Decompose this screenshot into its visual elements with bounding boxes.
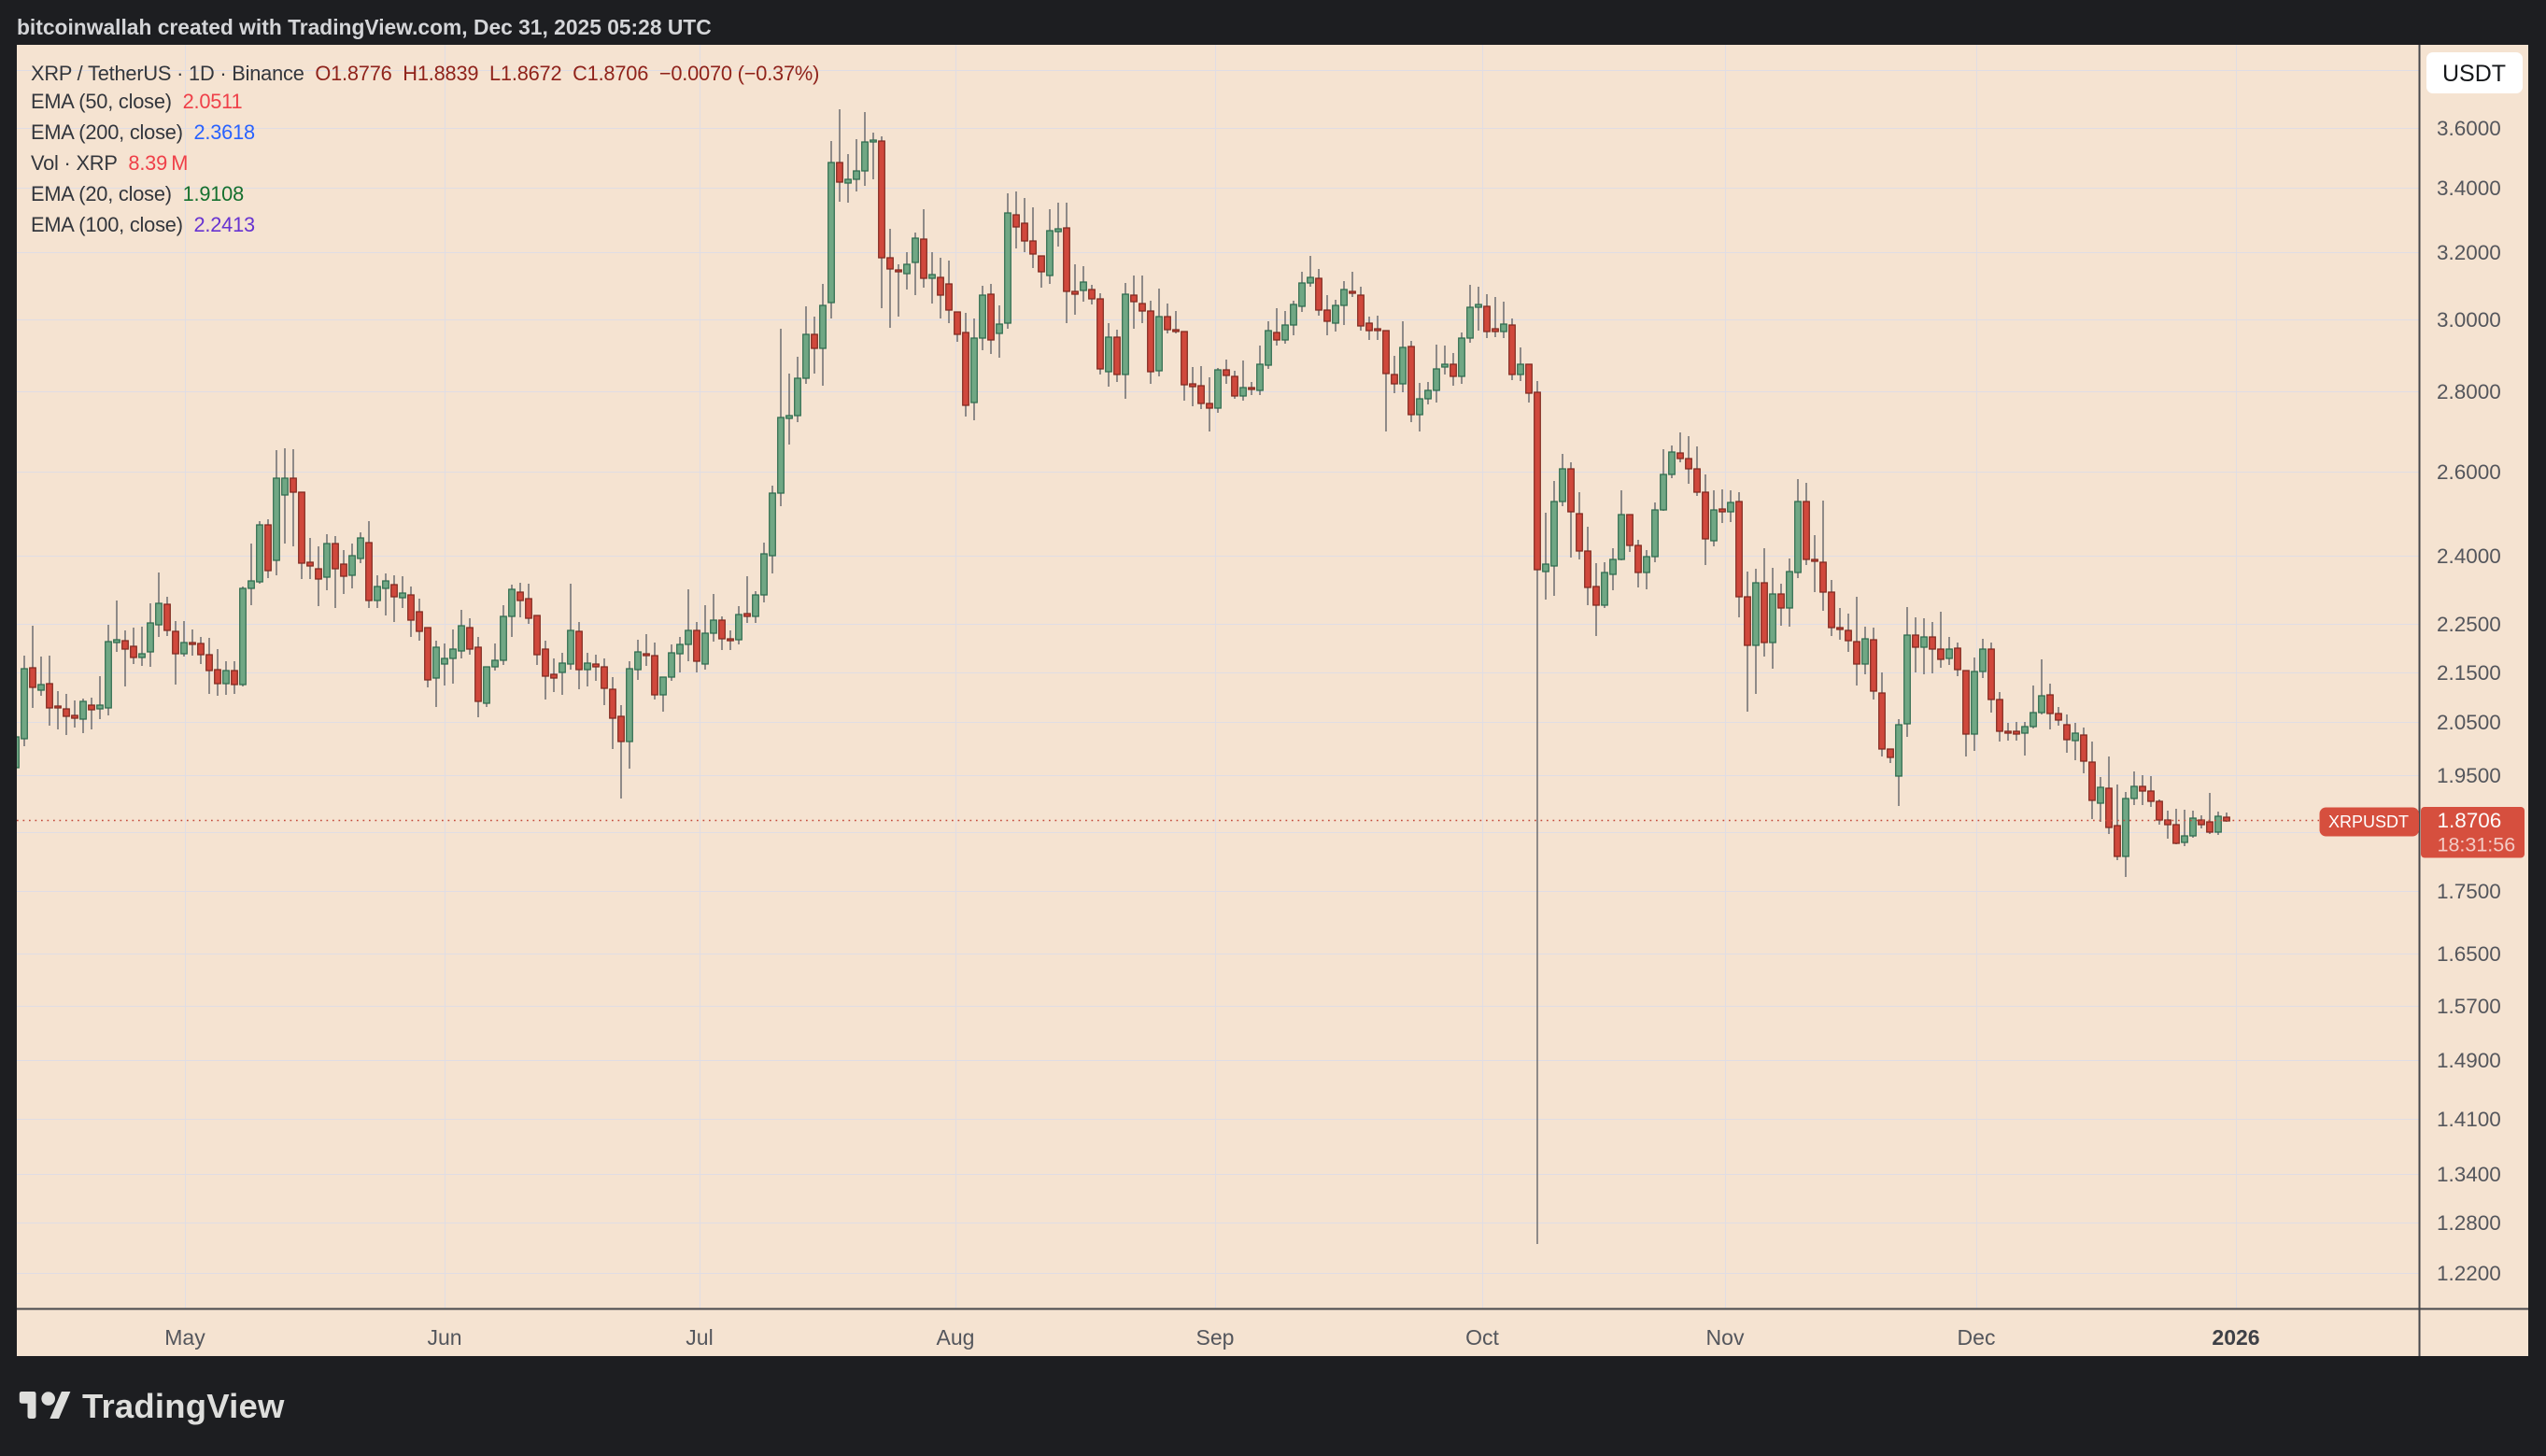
svg-text:2.4000: 2.4000 <box>2437 544 2501 568</box>
svg-text:Nov: Nov <box>1706 1325 1745 1350</box>
svg-text:3.0000: 3.0000 <box>2437 308 2501 332</box>
svg-text:2.8000: 2.8000 <box>2437 380 2501 403</box>
svg-text:1.5700: 1.5700 <box>2437 995 2501 1018</box>
svg-text:1.2200: 1.2200 <box>2437 1262 2501 1285</box>
svg-text:Vol · XRP 8.39 M: Vol · XRP 8.39 M <box>31 151 188 175</box>
svg-text:Jun: Jun <box>427 1325 461 1350</box>
svg-text:XRPUSDT: XRPUSDT <box>2328 813 2409 831</box>
svg-text:Sep: Sep <box>1196 1325 1235 1350</box>
svg-text:2.2500: 2.2500 <box>2437 613 2501 636</box>
svg-text:3.6000: 3.6000 <box>2437 117 2501 140</box>
svg-text:EMA (200, close) 2.3618: EMA (200, close) 2.3618 <box>31 120 255 144</box>
svg-text:1.4100: 1.4100 <box>2437 1108 2501 1131</box>
svg-text:3.2000: 3.2000 <box>2437 241 2501 264</box>
svg-text:2.0500: 2.0500 <box>2437 711 2501 734</box>
svg-text:XRP / TetherUS · 1D · Binance: XRP / TetherUS · 1D · Binance O1.8776 H1… <box>31 62 819 85</box>
svg-text:1.4900: 1.4900 <box>2437 1049 2501 1072</box>
svg-text:Oct: Oct <box>1465 1325 1499 1350</box>
svg-text:1.6500: 1.6500 <box>2437 942 2501 966</box>
svg-text:1.2800: 1.2800 <box>2437 1211 2501 1235</box>
svg-text:EMA (50, close) 2.0511: EMA (50, close) 2.0511 <box>31 90 242 113</box>
svg-text:2.1500: 2.1500 <box>2437 661 2501 685</box>
svg-text:Dec: Dec <box>1958 1325 1996 1350</box>
svg-text:Jul: Jul <box>686 1325 713 1350</box>
svg-text:3.4000: 3.4000 <box>2437 177 2501 200</box>
svg-text:bitcoinwallah created with Tra: bitcoinwallah created with TradingView.c… <box>17 15 712 39</box>
svg-text:USDT: USDT <box>2442 61 2506 87</box>
svg-text:May: May <box>164 1325 205 1350</box>
svg-text:18:31:56: 18:31:56 <box>2438 834 2516 856</box>
svg-text:EMA (20, close) 1.9108: EMA (20, close) 1.9108 <box>31 182 244 205</box>
svg-text:1.7500: 1.7500 <box>2437 880 2501 903</box>
svg-text:2.6000: 2.6000 <box>2437 460 2501 484</box>
svg-text:Aug: Aug <box>937 1325 975 1350</box>
svg-text:1.9500: 1.9500 <box>2437 764 2501 787</box>
svg-text:1.3400: 1.3400 <box>2437 1163 2501 1186</box>
svg-text:EMA (100, close) 2.2413: EMA (100, close) 2.2413 <box>31 213 255 236</box>
svg-text:TradingView: TradingView <box>82 1387 285 1425</box>
svg-text:1.8706: 1.8706 <box>2438 809 2502 832</box>
svg-text:2026: 2026 <box>2212 1325 2259 1350</box>
